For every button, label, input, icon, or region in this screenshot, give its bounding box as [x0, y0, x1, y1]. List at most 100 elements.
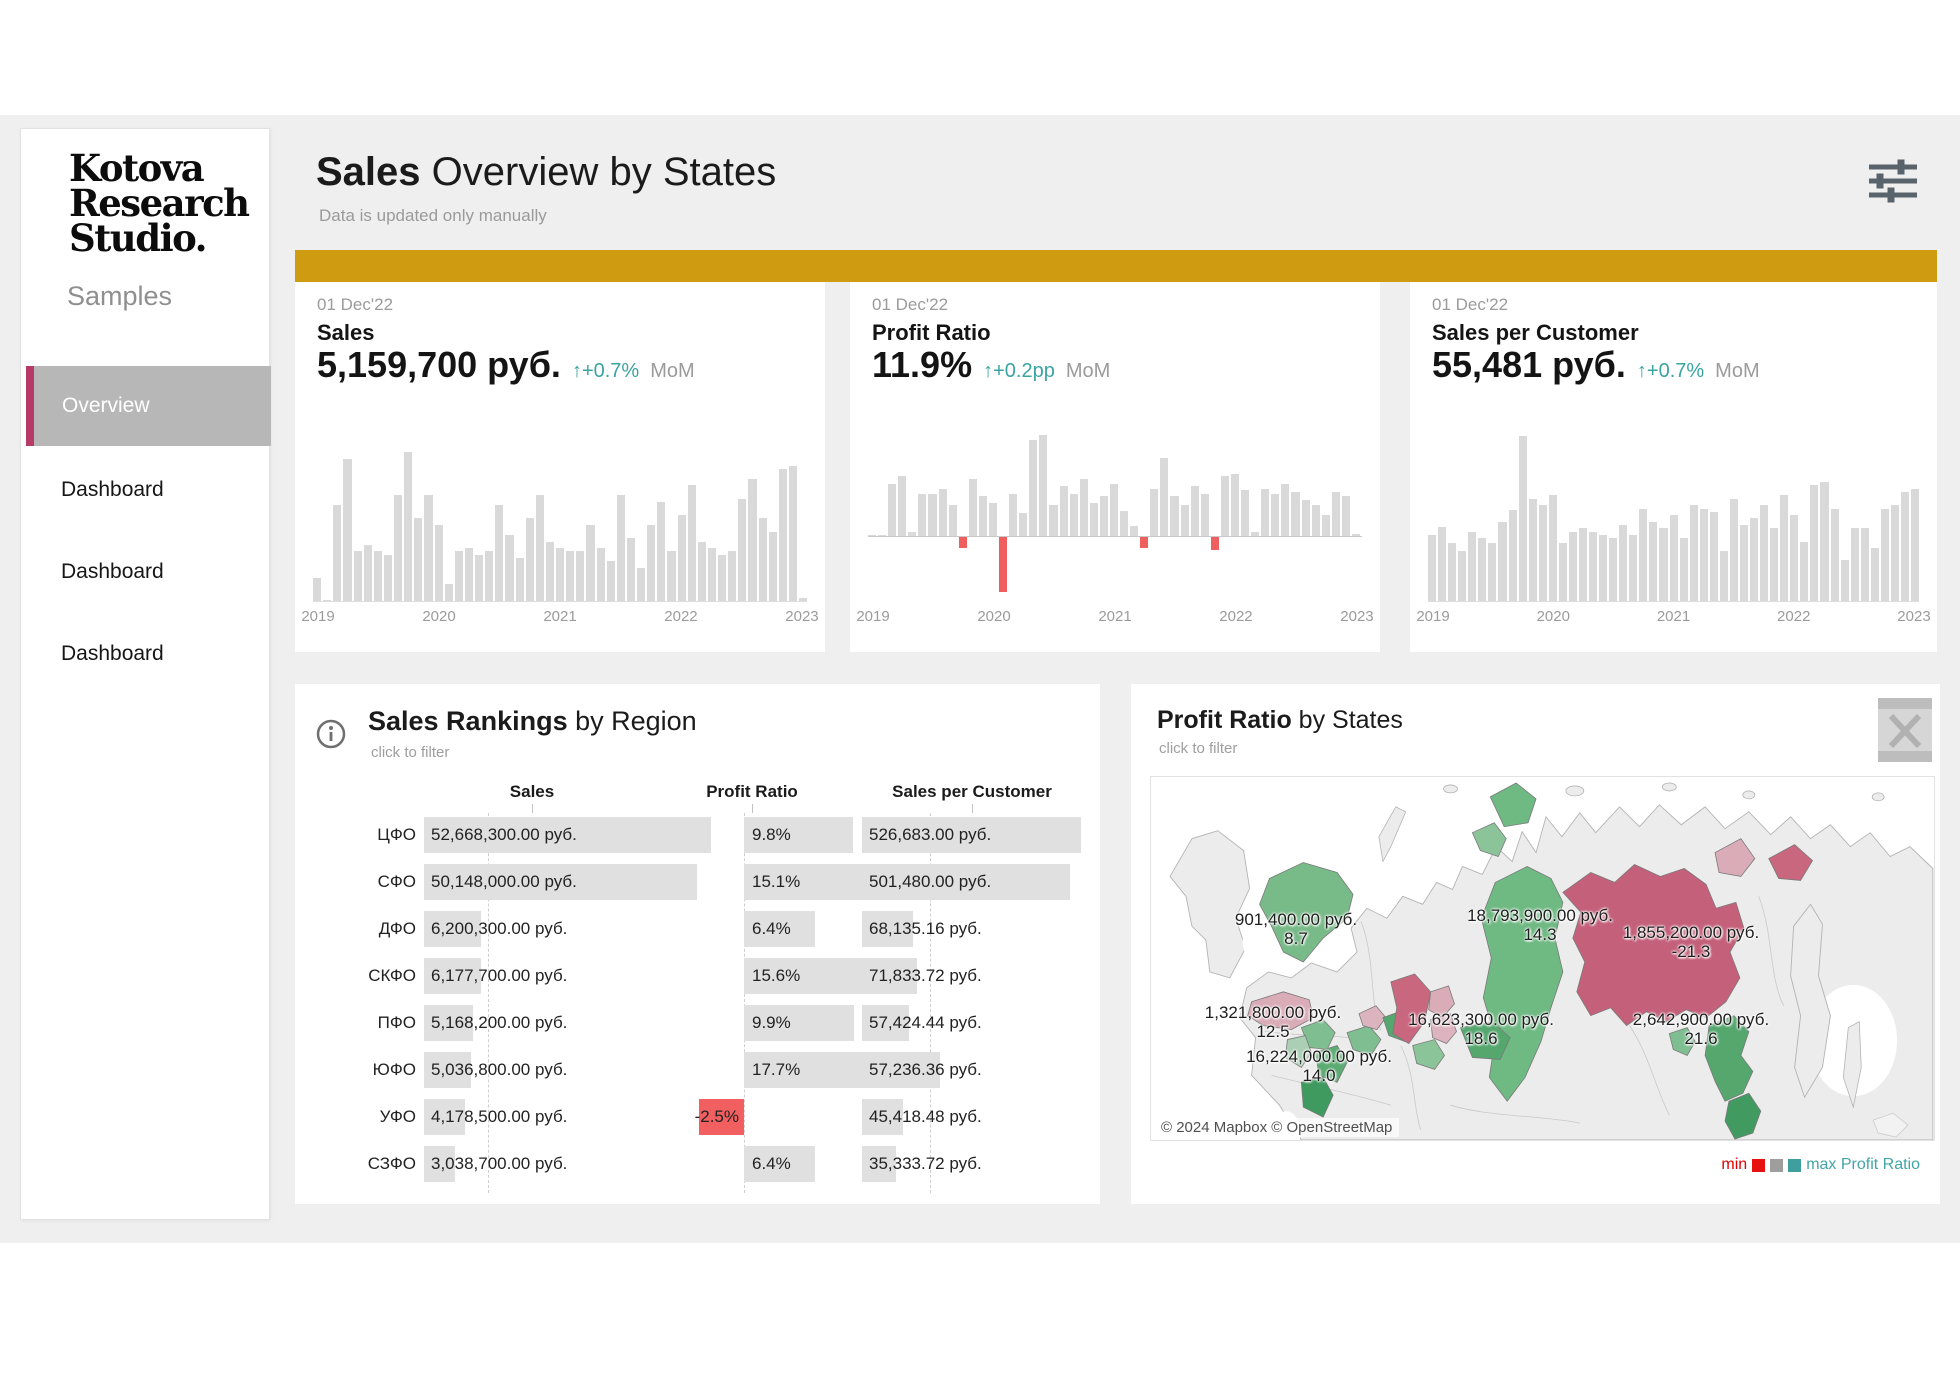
spc-bar[interactable]	[862, 958, 916, 994]
info-icon[interactable]	[315, 718, 347, 755]
trend-bar	[556, 548, 565, 601]
trend-bar	[988, 503, 998, 536]
trend-bar	[1251, 532, 1260, 536]
close-icon[interactable]	[1878, 698, 1932, 762]
trend-bar	[1301, 500, 1310, 536]
axis-tick-label: 2019	[1416, 608, 1450, 625]
trend-bar	[383, 555, 392, 601]
kpi-card-sales: 01 Dec'22 Sales 5,159,700 руб. ↑+0.7% Mo…	[295, 282, 825, 652]
spc-bar[interactable]	[862, 1005, 909, 1041]
map-attribution[interactable]: © 2024 Mapbox © OpenStreetMap	[1154, 1118, 1400, 1137]
profit-ratio-trend-chart[interactable]	[868, 430, 1362, 602]
trend-bar	[485, 551, 494, 601]
sidebar-item-dashboard-2[interactable]: Dashboard	[61, 560, 164, 583]
spc-trend-chart[interactable]	[1428, 430, 1920, 602]
trend-bar	[697, 542, 706, 601]
map-region	[1489, 782, 1537, 828]
map-region-tyumen	[1459, 1021, 1511, 1060]
trend-bar	[1900, 492, 1909, 601]
trend-bar	[1498, 522, 1507, 601]
trend-bar	[1220, 476, 1229, 536]
spc-value: 501,480.00 руб.	[869, 872, 992, 891]
profit-ratio-value: 17.7%	[752, 1060, 801, 1079]
axis-tick-label: 2021	[1656, 608, 1691, 625]
sidebar-subtitle: Samples	[67, 281, 173, 311]
kpi-name: Sales	[317, 320, 375, 345]
trend-bar	[1428, 535, 1437, 601]
sales-value: 5,036,800.00 руб.	[431, 1060, 568, 1079]
trend-bar	[1130, 526, 1139, 536]
profit-ratio-bar[interactable]	[744, 1146, 815, 1182]
trend-bar	[404, 452, 413, 601]
trend-bar	[1291, 492, 1300, 536]
filter-sliders-icon[interactable]	[1865, 158, 1921, 204]
trend-bar	[424, 495, 433, 601]
spc-bar[interactable]	[862, 1052, 908, 1088]
trend-bar	[1261, 489, 1270, 536]
map-region	[1358, 1005, 1387, 1031]
map-region-karelia	[1259, 862, 1354, 963]
sales-bar[interactable]	[424, 1005, 473, 1041]
spc-bar[interactable]	[862, 911, 913, 947]
choropleth-map[interactable]: 901,400.00 руб. 8.7 1,321,800.00 руб. 12.5 1…	[1150, 776, 1935, 1155]
row-region-label: СКФО	[368, 966, 416, 985]
sidebar-item-dashboard-1[interactable]: Dashboard	[61, 478, 164, 501]
map-region	[1714, 838, 1756, 877]
rankings-title-bold: Sales Rankings	[368, 706, 568, 736]
sales-bar[interactable]	[424, 958, 481, 994]
trend-bar	[1458, 551, 1467, 601]
trend-bar	[677, 515, 686, 601]
sales-trend-chart[interactable]	[313, 430, 808, 602]
spc-trend-axis: 2019 2020 2021 2022 2023	[1416, 608, 1930, 626]
profit-ratio-bar[interactable]	[744, 1005, 854, 1041]
map-region	[1300, 1076, 1334, 1118]
map-region	[1284, 1035, 1312, 1068]
reference-line-zero-axis	[744, 813, 745, 1193]
trend-bar	[758, 518, 767, 601]
spc-value: 68,135.16 руб.	[869, 919, 982, 938]
profit-ratio-value: 9.8%	[752, 825, 791, 844]
sales-bar[interactable]	[424, 1052, 471, 1088]
trend-bar	[1840, 560, 1849, 601]
sales-bar[interactable]	[424, 1146, 455, 1182]
trend-bar	[1009, 494, 1018, 536]
trend-bar	[323, 600, 332, 601]
trend-bar	[1558, 543, 1567, 601]
map-title-rest: by States	[1291, 706, 1403, 734]
profit-ratio-bar-negative[interactable]	[699, 1099, 744, 1135]
trend-bar	[1180, 505, 1189, 536]
kpi-delta: ↑+0.2pp	[983, 360, 1055, 382]
trend-bar	[999, 537, 1008, 592]
profit-ratio-value: 9.9%	[752, 1013, 791, 1032]
sales-bar[interactable]	[424, 911, 481, 947]
trend-bar	[667, 551, 676, 601]
sales-bar[interactable]	[424, 817, 711, 853]
trend-bar	[1589, 532, 1598, 601]
trend-bar	[738, 499, 747, 601]
spc-bar[interactable]	[862, 817, 1081, 853]
sales-bar[interactable]	[424, 864, 697, 900]
profit-ratio-bar[interactable]	[744, 817, 853, 853]
page-subtitle: Data is updated only manually	[319, 206, 547, 225]
sidebar-item-dashboard-3[interactable]: Dashboard	[61, 642, 164, 665]
trend-bar	[525, 518, 534, 601]
row-region-label: СФО	[377, 872, 416, 891]
trend-bar	[1679, 538, 1688, 601]
sidebar-item-overview[interactable]: Overview	[26, 366, 271, 446]
axis-tick-label: 2019	[301, 608, 335, 625]
legend-max-label: max Profit Ratio	[1806, 1156, 1920, 1173]
trend-bar	[343, 459, 352, 601]
spc-bar[interactable]	[862, 864, 1070, 900]
sales-bar[interactable]	[424, 1099, 465, 1135]
spc-bar[interactable]	[862, 1146, 896, 1182]
trend-bar	[1478, 538, 1487, 601]
trend-bar	[1059, 486, 1068, 536]
spc-bar[interactable]	[862, 1099, 903, 1135]
profit-ratio-bar[interactable]	[744, 911, 815, 947]
trend-bar	[1619, 525, 1628, 601]
trend-bar	[1069, 494, 1078, 536]
trend-bar	[768, 532, 777, 601]
trend-bar	[718, 555, 727, 601]
trend-bar	[637, 568, 646, 601]
kpi-card-sales-per-customer: 01 Dec'22 Sales per Customer 55,481 руб.…	[1410, 282, 1937, 652]
